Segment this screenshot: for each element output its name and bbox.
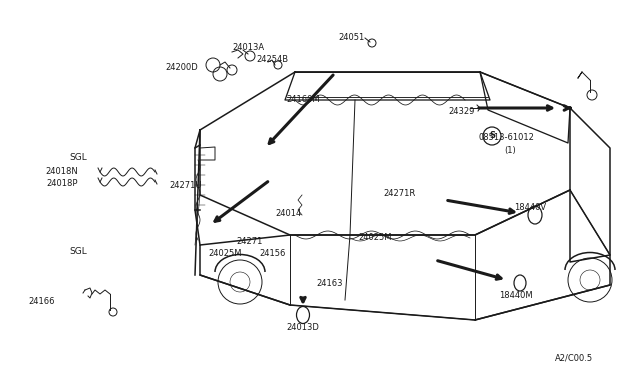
Text: 24051: 24051 bbox=[339, 33, 365, 42]
Text: A2/C00.5: A2/C00.5 bbox=[555, 353, 593, 362]
Text: 24018P: 24018P bbox=[46, 179, 77, 187]
Text: 24014: 24014 bbox=[276, 208, 302, 218]
Text: SGL: SGL bbox=[69, 247, 87, 257]
Text: 24013A: 24013A bbox=[232, 42, 264, 51]
Text: 24025M: 24025M bbox=[208, 248, 242, 257]
Text: 24018N: 24018N bbox=[45, 167, 78, 176]
Text: 18440V: 18440V bbox=[514, 202, 546, 212]
Text: 24271R: 24271R bbox=[384, 189, 416, 198]
Text: 08513-61012: 08513-61012 bbox=[478, 134, 534, 142]
Text: 18440M: 18440M bbox=[499, 291, 533, 299]
Text: 24025M: 24025M bbox=[358, 234, 392, 243]
Text: (1): (1) bbox=[504, 145, 516, 154]
Text: 24156: 24156 bbox=[260, 248, 286, 257]
Text: 24271U: 24271U bbox=[170, 180, 202, 189]
Text: 24200D: 24200D bbox=[166, 64, 198, 73]
Text: 24329: 24329 bbox=[449, 108, 475, 116]
Text: S: S bbox=[489, 131, 495, 141]
Text: 24166: 24166 bbox=[29, 298, 55, 307]
Text: 24160M: 24160M bbox=[286, 96, 320, 105]
Text: 24254B: 24254B bbox=[256, 55, 288, 64]
Text: 24271: 24271 bbox=[237, 237, 263, 247]
Text: 24163: 24163 bbox=[317, 279, 343, 288]
Text: SGL: SGL bbox=[69, 153, 87, 161]
Text: 24013D: 24013D bbox=[287, 324, 319, 333]
